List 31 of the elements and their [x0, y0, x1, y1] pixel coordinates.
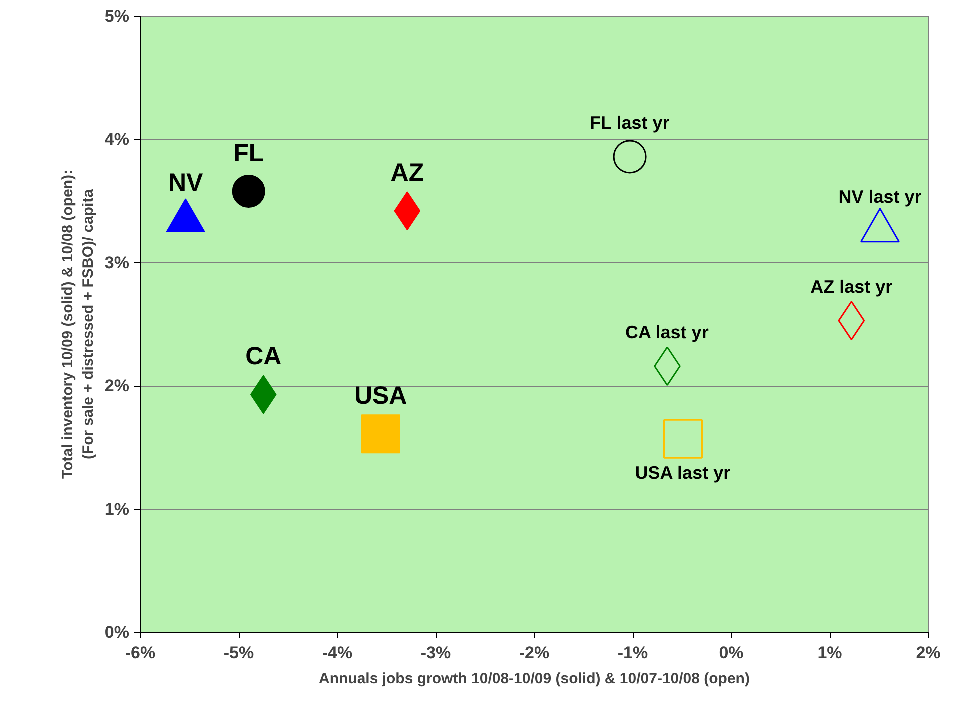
- x-axis-title: Annuals jobs growth 10/08-10/09 (solid) & 10/07-10/08 (open): [319, 670, 750, 688]
- y-axis-title: Total inventory 10/09 (solid) & 10/08 (open): (For sale + distressed + FSBO)/ capita: [60, 170, 97, 479]
- point: [613, 140, 647, 174]
- series-label: CA: [246, 342, 282, 371]
- y-tick-label: 5%: [104, 7, 130, 26]
- series-label: AZ last yr: [810, 276, 893, 297]
- series-label: NV: [168, 169, 204, 198]
- y-tick-label: 1%: [104, 500, 130, 519]
- x-tick-label: -6%: [125, 644, 156, 662]
- x-tick-label: -4%: [322, 644, 353, 662]
- series-label: AZ: [390, 159, 424, 188]
- series-label: FL last yr: [590, 112, 670, 133]
- series-label: CA last yr: [625, 322, 709, 342]
- x-tick-label: -2%: [519, 644, 550, 662]
- x-tick-label: 2%: [916, 644, 941, 662]
- x-tick-label: -1%: [618, 644, 648, 662]
- x-tick-label: 1%: [818, 644, 842, 662]
- series-label: NV last yr: [838, 186, 922, 207]
- x-tick-label: -3%: [420, 644, 452, 662]
- point: [232, 174, 266, 208]
- x-tick-label: 0%: [719, 644, 744, 662]
- x-tick-label: -5%: [224, 644, 254, 662]
- series-label: USA: [354, 382, 408, 410]
- series-label: USA last yr: [635, 463, 731, 484]
- y-tick-label: 3%: [104, 253, 130, 272]
- series-label: FL: [234, 139, 264, 168]
- y-tick-label: 4%: [104, 130, 130, 150]
- point: [663, 419, 703, 459]
- y-tick-label: 2%: [104, 376, 130, 396]
- y-tick-label: 0%: [104, 623, 130, 642]
- point: [361, 414, 400, 454]
